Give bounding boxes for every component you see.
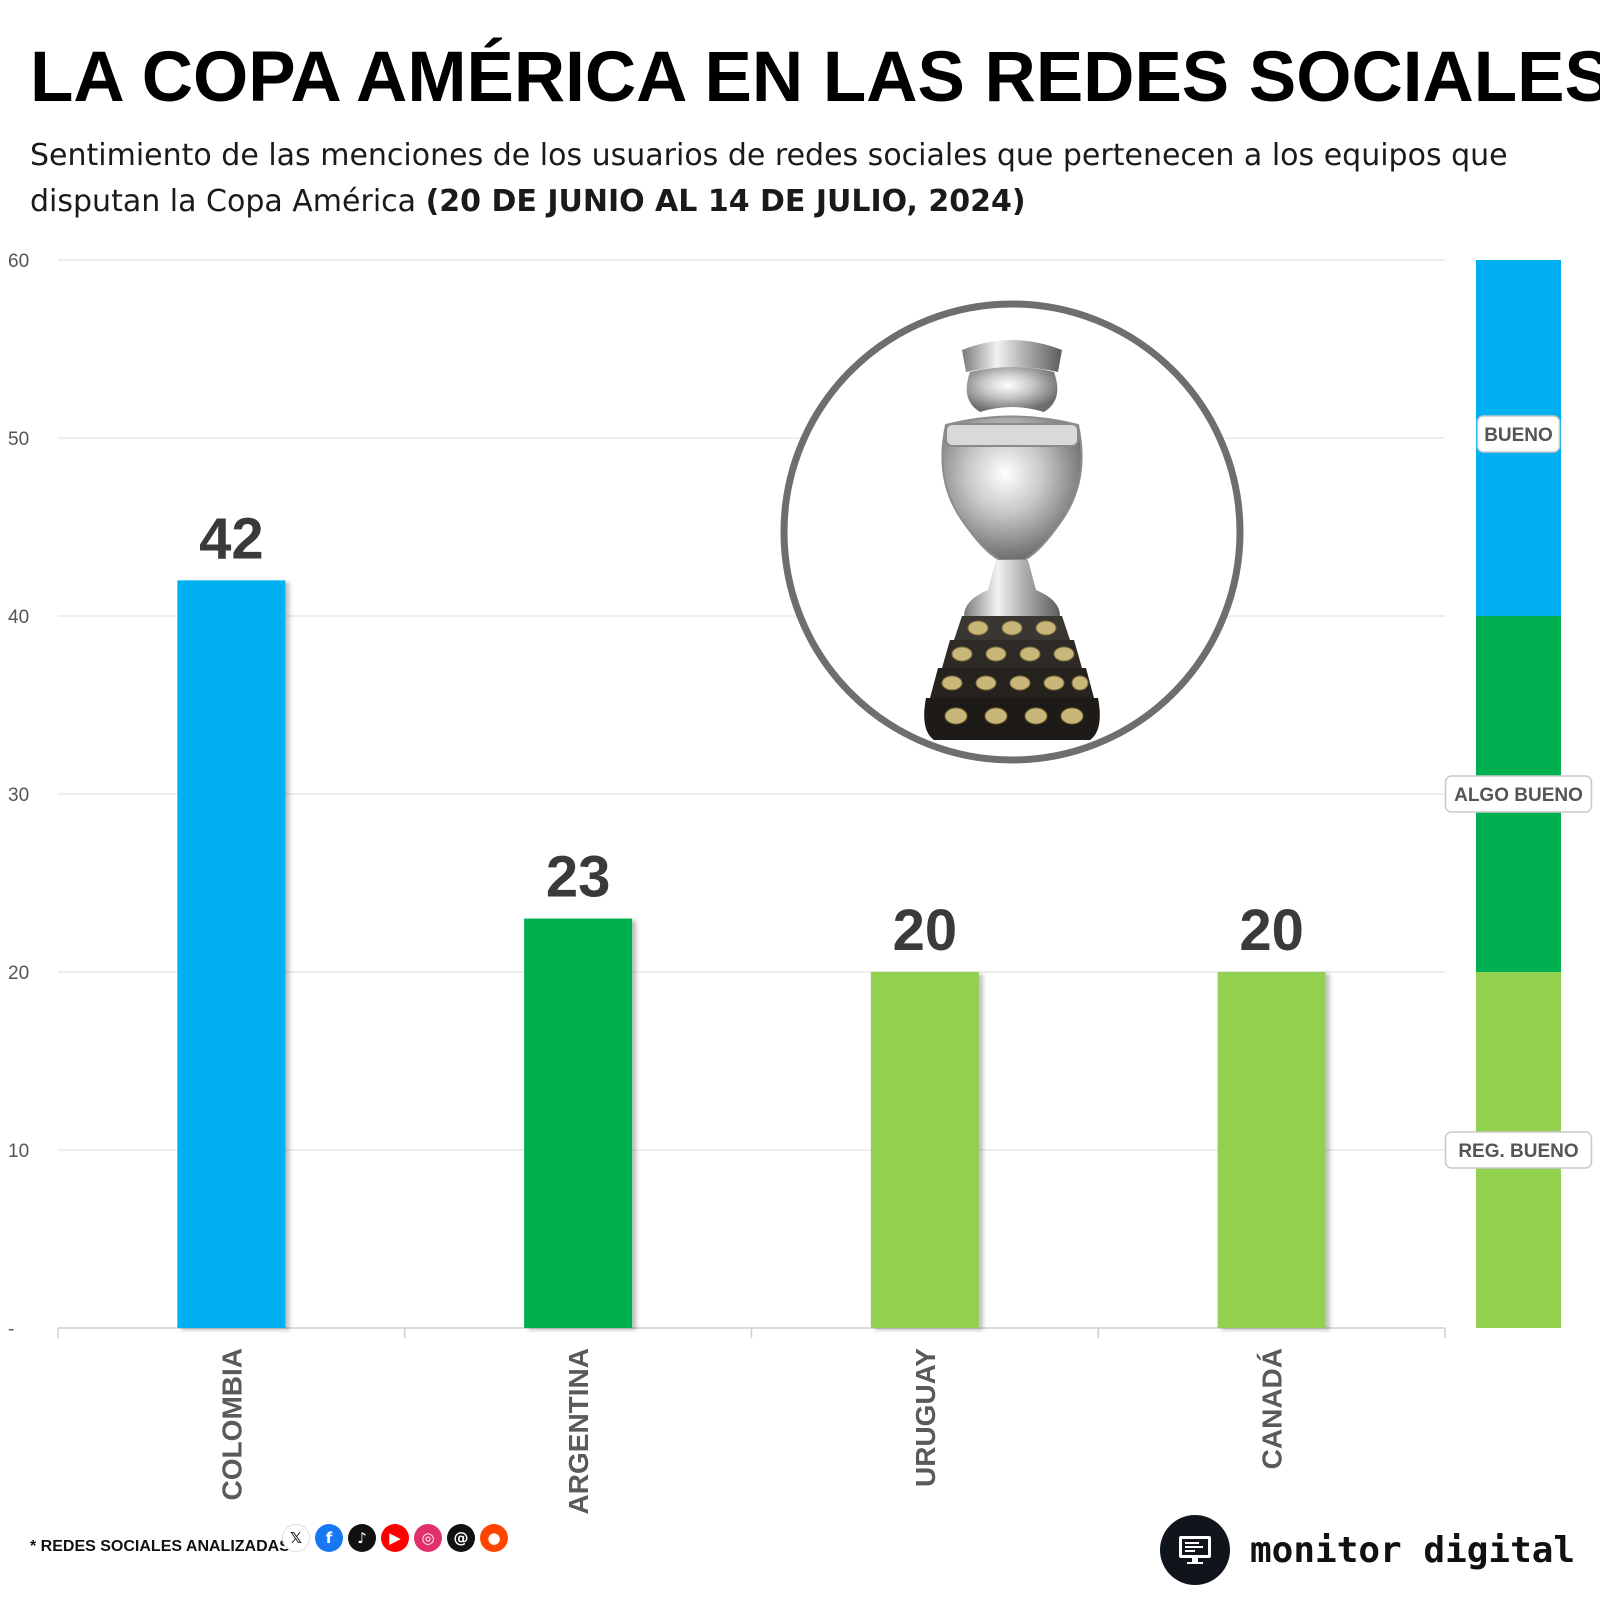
instagram-icon: ◎ [414,1524,442,1552]
category-labels: COLOMBIA ARGENTINA URUGUAY CANADÁ [216,1348,1287,1515]
category-label: COLOMBIA [216,1348,247,1500]
networks-footnote: * REDES SOCIALES ANALIZADAS [30,1538,290,1555]
bar-colombia [177,580,286,1328]
scale-label-box [1444,1131,1593,1169]
y-tick-label: 40 [8,607,29,628]
y-tick-label: 20 [8,963,29,984]
reddit-icon: ● [480,1524,508,1552]
category-label: ARGENTINA [563,1348,594,1514]
y-tick-label: 30 [8,785,29,806]
bar-argentina [524,918,633,1328]
y-axis-ticks: - 10 20 30 40 50 60 [8,251,29,1340]
x-axis [57,1327,1446,1338]
data-label: 20 [1239,898,1304,963]
y-tick-label: 50 [8,429,29,450]
x-icon: 𝕏 [282,1524,310,1552]
bars [177,580,1326,1328]
y-tick-label: 60 [8,251,29,272]
sentiment-scale-legend: REG. BUENO ALGO BUENO BUENO [1444,260,1593,1328]
y-tick-label: - [8,1319,14,1340]
trophy-illustration [780,300,1244,764]
category-label: URUGUAY [910,1348,941,1487]
brand-name: monitor digital [1250,1529,1576,1571]
page-subtitle: Sentimiento de las menciones de los usua… [30,133,1570,225]
threads-icon: @ [447,1524,475,1552]
monitor-logo-icon [1160,1515,1230,1585]
scale-label-box [1476,415,1561,453]
subtitle-date-range: (20 DE JUNIO AL 14 DE JULIO, 2024) [425,184,1026,219]
data-label: 42 [199,506,264,571]
bar-uruguay [870,972,979,1328]
data-labels: 42 23 20 20 [199,506,1304,963]
scale-label-box [1444,775,1593,813]
data-label: 20 [893,898,958,963]
scale-label: ALGO BUENO [1454,785,1583,806]
bar-canadá [1217,972,1326,1328]
tiktok-icon: ♪ [348,1524,376,1552]
scale-label: REG. BUENO [1458,1141,1578,1162]
trophy-icon [924,340,1100,740]
page-title: LA COPA AMÉRICA EN LAS REDES SOCIALES [30,38,1600,117]
y-tick-label: 10 [8,1141,29,1162]
subtitle-text: Sentimiento de las menciones de los usua… [30,138,1508,219]
facebook-icon: f [315,1524,343,1552]
category-label: CANADÁ [1257,1348,1288,1469]
brand: monitor digital [1160,1515,1575,1585]
youtube-icon: ▶ [381,1524,409,1552]
data-label: 23 [546,845,611,910]
grid-lines [58,259,1445,1151]
scale-label: BUENO [1484,425,1553,446]
